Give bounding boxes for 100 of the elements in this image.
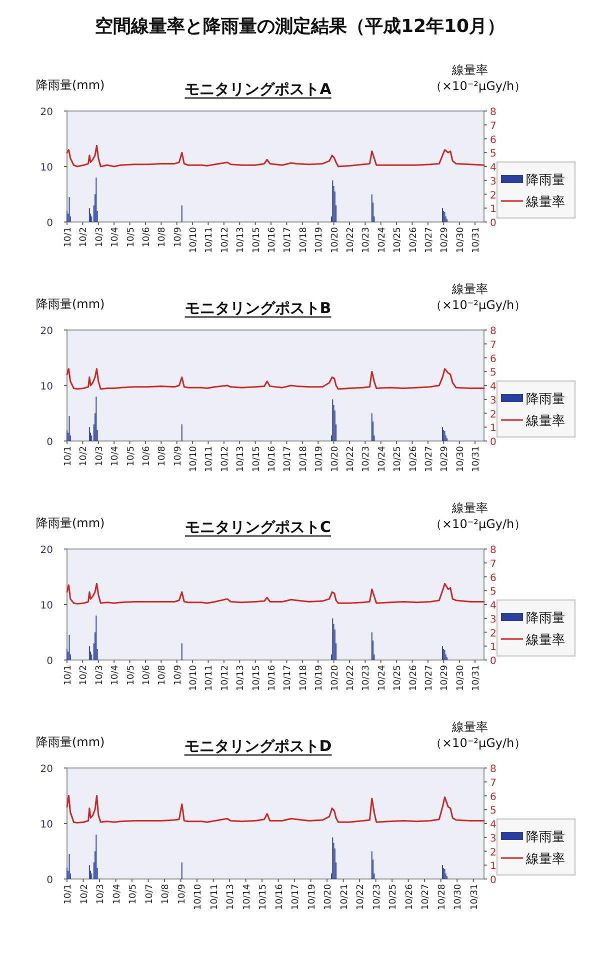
x-tick-label: 10/5 [128,884,139,904]
y-tick-label: 20 [40,107,53,118]
x-tick-label: 10/31 [472,665,482,691]
y-tick-label: 20 [40,764,53,775]
x-tick-label: 10/31 [472,446,482,472]
x-tick-label: 10/15 [252,446,262,472]
y2-tick-label: 3 [490,395,496,406]
y-tick-label: 20 [40,326,53,337]
x-tick-label: 10/31 [472,227,482,253]
x-tick-label: 10/24 [377,226,388,253]
x-tick-label: 10/30 [456,446,466,472]
x-tick-label: 10/26 [404,884,415,910]
x-tick-label: 10/26 [408,664,419,691]
x-tick-label: 10/3 [94,227,105,248]
x-tick-label: 10/24 [377,446,388,472]
x-tick-label: 10/19 [314,446,325,472]
y2-tick-label: 7 [490,558,496,570]
y-tick-label: 10 [40,820,53,830]
x-tick-label: 10/20 [330,664,340,691]
x-tick-label: 10/1 [64,884,74,904]
x-tick-label: 10/10 [194,884,204,910]
x-tick-label: 10/17 [291,884,302,910]
x-tick-label: 10/21 [340,884,350,910]
x-tick-label: 10/13 [236,227,246,253]
y2-tick-label: 5 [490,586,496,598]
y2-axis-title: 線量率（×10⁻²μGy/h） [430,720,526,750]
x-tick-label: 10/25 [393,446,404,472]
y2-tick-label: 0 [490,875,496,886]
y2-tick-label: 3 [490,833,496,844]
x-tick-label: 10/17 [283,446,294,472]
y2-tick-label: 4 [490,162,496,174]
x-tick-label: 10/23 [362,227,372,253]
x-tick-label: 10/15 [252,665,262,691]
x-tick-label: 10/19 [307,884,318,910]
x-tick-label: 10/11 [204,227,215,253]
x-tick-label: 10/14 [242,884,252,910]
legend-label: 降雨量 [526,830,565,845]
y2-tick-label: 2 [490,409,496,420]
y2-tick-label: 5 [490,368,496,379]
x-tick-label: 10/23 [372,884,382,910]
x-tick-label: 10/4 [110,664,121,686]
y2-tick-label: 8 [490,326,496,337]
y2-tick-label: 2 [490,190,496,202]
x-tick-label: 10/11 [204,446,215,472]
y-tick-label: 10 [40,382,53,392]
x-tick-label: 10/23 [362,665,372,691]
x-tick-label: 10/29 [440,664,450,691]
x-tick-label: 10/22 [346,227,356,253]
y2-tick-label: 1 [490,861,496,872]
y2-tick-label: 5 [490,148,496,160]
x-tick-label: 10/24 [377,664,388,691]
y2-tick-label: 8 [490,545,496,556]
x-tick-label: 10/20 [330,226,340,253]
x-tick-label: 10/31 [470,884,480,910]
y2-axis-title: 線量率（×10⁻²μGy/h） [430,501,526,531]
x-tick-label: 10/5 [126,227,136,248]
y2-axis-title: 線量率（×10⁻²μGy/h） [430,63,526,93]
x-tick-label: 10/16 [268,446,278,472]
y2-tick-label: 7 [490,340,496,351]
y2-tick-label: 4 [490,382,496,392]
chart-title: モニタリングポストC [184,518,332,536]
x-tick-label: 10/13 [226,884,236,910]
x-tick-label: 10/3 [96,884,106,904]
y2-tick-label: 8 [490,764,496,775]
legend-label: 線量率 [525,851,565,867]
legend-label: 線量率 [525,194,565,210]
x-tick-label: 10/11 [210,884,220,910]
x-tick-label: 10/29 [440,226,450,253]
y-axis-title: 降雨量(mm) [36,516,105,530]
legend-label: 降雨量 [526,173,565,188]
x-tick-label: 10/6 [142,664,152,686]
x-tick-label: 10/5 [126,665,136,686]
y2-tick-label: 1 [490,642,496,654]
y-tick-label: 10 [40,600,53,612]
x-tick-label: 10/20 [324,884,334,910]
y2-tick-label: 2 [490,847,496,858]
x-tick-label: 10/19 [314,664,325,691]
x-tick-label: 10/23 [362,446,372,472]
x-tick-label: 10/20 [330,446,340,472]
y2-tick-label: 6 [490,134,496,146]
y2-tick-label: 6 [490,792,496,803]
y-tick-label: 0 [46,218,53,229]
y2-tick-label: 0 [490,656,496,667]
y2-tick-label: 7 [490,120,496,132]
x-tick-label: 10/30 [456,226,466,253]
x-tick-label: 10/9 [173,446,184,466]
x-tick-label: 10/2 [80,884,90,904]
x-tick-label: 10/18 [298,664,309,691]
x-tick-label: 10/25 [393,665,404,691]
x-tick-label: 10/26 [408,226,419,253]
x-tick-label: 10/3 [94,446,105,466]
x-tick-label: 10/3 [94,665,105,686]
x-tick-label: 10/27 [424,446,434,472]
y-tick-label: 0 [46,656,53,667]
y2-tick-label: 6 [490,572,496,584]
x-tick-label: 10/8 [158,664,168,686]
x-tick-label: 10/25 [388,884,399,910]
legend-label: 降雨量 [526,611,565,626]
legend-label: 線量率 [525,413,565,429]
x-tick-label: 10/15 [252,227,262,253]
